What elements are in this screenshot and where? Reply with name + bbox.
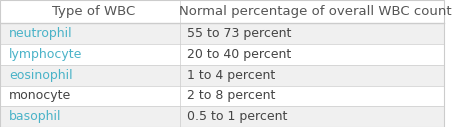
- Text: 55 to 73 percent: 55 to 73 percent: [187, 27, 291, 40]
- Text: basophil: basophil: [9, 110, 62, 123]
- FancyBboxPatch shape: [0, 0, 444, 23]
- Text: 20 to 40 percent: 20 to 40 percent: [187, 48, 291, 61]
- Text: Normal percentage of overall WBC count: Normal percentage of overall WBC count: [179, 5, 452, 18]
- Text: eosinophil: eosinophil: [9, 69, 73, 82]
- Text: neutrophil: neutrophil: [9, 27, 73, 40]
- Text: Type of WBC: Type of WBC: [52, 5, 135, 18]
- FancyBboxPatch shape: [0, 106, 444, 127]
- Text: 1 to 4 percent: 1 to 4 percent: [187, 69, 275, 82]
- FancyBboxPatch shape: [0, 86, 444, 106]
- FancyBboxPatch shape: [0, 23, 444, 44]
- Text: monocyte: monocyte: [9, 89, 71, 102]
- Text: 2 to 8 percent: 2 to 8 percent: [187, 89, 275, 102]
- Text: 0.5 to 1 percent: 0.5 to 1 percent: [187, 110, 287, 123]
- FancyBboxPatch shape: [0, 65, 444, 86]
- FancyBboxPatch shape: [0, 44, 444, 65]
- Text: lymphocyte: lymphocyte: [9, 48, 82, 61]
